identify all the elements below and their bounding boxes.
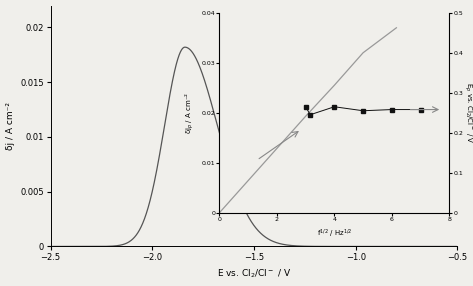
Y-axis label: E$_p$ vs. Cl$_2$/Cl$^-$ / V: E$_p$ vs. Cl$_2$/Cl$^-$ / V bbox=[462, 82, 473, 144]
Y-axis label: δj / A cm⁻²: δj / A cm⁻² bbox=[6, 102, 15, 150]
X-axis label: E vs. Cl$_2$/Cl$^-$ / V: E vs. Cl$_2$/Cl$^-$ / V bbox=[217, 268, 291, 281]
